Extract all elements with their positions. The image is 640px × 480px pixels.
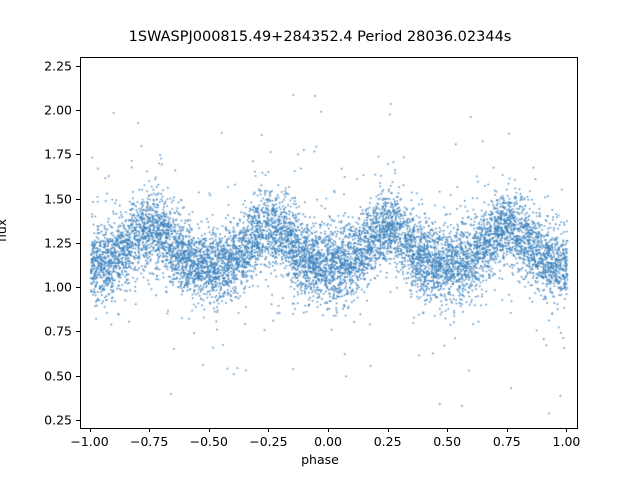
y-axis-label: flux: [0, 218, 9, 242]
y-tick-mark: [76, 419, 80, 421]
y-tick-label: 0.50: [44, 368, 72, 384]
x-tick-mark: [447, 428, 449, 432]
x-tick-mark: [328, 428, 329, 432]
y-tick-label: 1.75: [44, 146, 72, 162]
y-tick-mark: [76, 242, 80, 244]
y-tick-label: 0.75: [44, 323, 72, 339]
y-tick-mark: [76, 287, 80, 289]
x-tick-label: −0.75: [129, 434, 169, 449]
x-tick-label: −0.50: [189, 434, 228, 449]
y-tick-label: 2.25: [44, 58, 72, 74]
page-title: 1SWASPJ000815.49+284352.4 Period 28036.0…: [128, 29, 512, 45]
x-tick-mark: [566, 428, 568, 432]
y-tick-mark: [76, 154, 80, 156]
x-tick-label: 0.50: [433, 434, 462, 449]
x-tick-label: 0.25: [373, 434, 402, 449]
x-tick-label: −0.25: [249, 434, 288, 449]
x-tick-label: 0.00: [314, 434, 342, 449]
y-tick-label: 1.25: [44, 235, 72, 251]
y-tick-label: 1.50: [44, 191, 72, 207]
scatter-plot-canvas: [81, 58, 577, 428]
y-tick-mark: [76, 65, 80, 67]
y-tick-mark: [76, 198, 80, 200]
x-axis-label: phase: [301, 452, 339, 467]
x-tick-mark: [268, 428, 270, 432]
y-tick-mark: [76, 110, 80, 112]
plot-axes: [80, 57, 578, 429]
x-tick-mark: [149, 428, 151, 432]
y-tick-label: 1.00: [44, 279, 72, 295]
x-tick-mark: [387, 428, 389, 432]
y-tick-label: 2.00: [44, 102, 72, 118]
x-tick-label: 1.00: [552, 434, 581, 449]
y-tick-label: 0.25: [44, 412, 72, 428]
x-tick-mark: [208, 428, 210, 432]
y-tick-mark: [76, 331, 80, 333]
y-tick-mark: [76, 375, 80, 377]
x-tick-label: −1.00: [70, 434, 109, 449]
x-tick-mark: [89, 428, 91, 432]
x-tick-label: 0.75: [492, 434, 521, 449]
x-tick-mark: [506, 428, 508, 432]
